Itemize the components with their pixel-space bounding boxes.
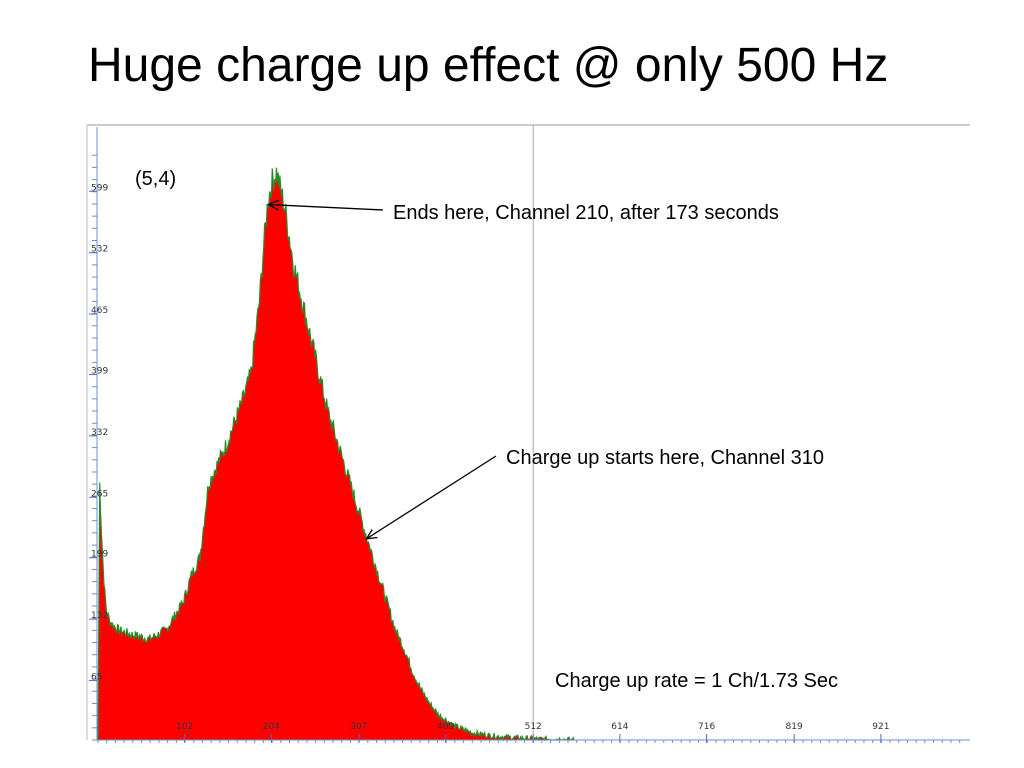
x-tick-label: 716 [698, 722, 715, 732]
y-tick-label: 465 [91, 306, 108, 316]
y-tick-label: 132 [91, 611, 108, 621]
y-tick-label: 65 [91, 672, 102, 682]
x-tick-label: 204 [263, 722, 280, 732]
x-tick-label: 409 [437, 722, 454, 732]
callout-charge-up-rate: Charge up rate = 1 Ch/1.73 Sec [555, 670, 838, 692]
arrow-charge-up-starts-head [365, 529, 378, 540]
y-tick-label: 399 [91, 367, 108, 377]
histogram-edge [97, 167, 575, 742]
y-tick-label: 199 [91, 550, 108, 560]
x-tick-label: 102 [176, 722, 193, 732]
x-tick-label: 614 [611, 722, 628, 732]
arrow-ends-here-head [267, 199, 279, 211]
callout-ends-here: Ends here, Channel 210, after 173 second… [393, 202, 779, 224]
y-tick-label: 332 [91, 428, 108, 438]
annotations: Ends here, Channel 210, after 173 second… [135, 168, 838, 692]
chart-frame [86, 124, 970, 740]
arrow-ends-here [268, 203, 384, 211]
histogram-fill [98, 167, 574, 740]
x-tick-label: 921 [872, 722, 889, 732]
x-tick-label: 512 [525, 722, 542, 732]
axes: 65 132 199 265 332 399 465 532 599 102 204 307 409 51… [89, 127, 970, 743]
channel-id-label: (5,4) [135, 168, 176, 190]
y-tick-label: 265 [91, 489, 108, 499]
y-tick-label: 599 [91, 183, 108, 193]
arrow-charge-up-starts [366, 455, 497, 540]
y-tick-label: 532 [91, 245, 108, 255]
x-tick-label: 307 [350, 722, 367, 732]
histogram-area [97, 167, 575, 742]
x-tick-label: 819 [786, 722, 803, 732]
callout-charge-up-starts: Charge up starts here, Channel 310 [506, 447, 824, 469]
slide-title: Huge charge up effect @ only 500 Hz [88, 39, 889, 92]
